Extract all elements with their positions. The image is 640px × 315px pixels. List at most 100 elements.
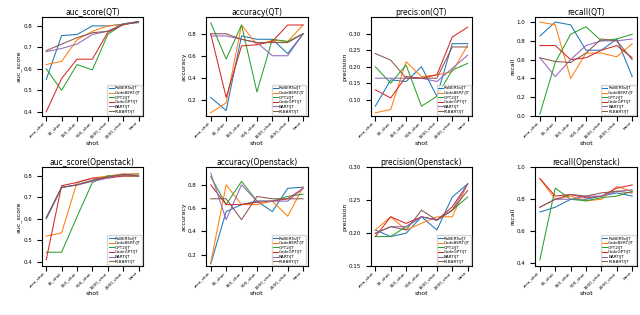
Line: CodeBERT/JT: CodeBERT/JT [375,184,468,230]
BART/JT [88,180,96,183]
Line: CodeGPT/JT: CodeGPT/JT [211,185,303,205]
GPT2/JT [253,90,260,94]
PLBART/JT [58,42,65,46]
BART/JT [284,199,292,203]
Line: CodeBERT/JT: CodeBERT/JT [375,45,468,113]
BART/JT [104,29,111,33]
X-axis label: shot: shot [86,291,99,296]
CodeGPT/JT [387,215,394,219]
PLBART/JT [567,60,575,64]
RoBERTa/JT [403,232,410,235]
CodeBERT/JT [387,215,394,219]
GPT2/JT [88,68,96,72]
CodeGPT/JT [433,218,441,222]
GPT2/JT [104,33,111,37]
PLBART/JT [300,32,307,36]
Line: GPT2/JT: GPT2/JT [540,27,632,114]
BART/JT [253,41,260,44]
CodeBERT/JT [134,20,142,24]
CodeBERT/JT [371,228,379,232]
RoBERTa/JT [58,34,65,37]
BART/JT [613,39,621,43]
RoBERTa/JT [237,203,245,207]
PLBART/JT [134,20,142,24]
GPT2/JT [403,225,410,229]
Y-axis label: auc_score: auc_score [17,51,22,83]
CodeBERT/JT [253,43,260,47]
PLBART/JT [222,32,230,36]
RoBERTa/JT [237,34,245,38]
BART/JT [433,218,441,222]
CodeBERT/JT [552,23,559,27]
CodeBERT/JT [371,111,379,115]
GPT2/JT [268,199,276,203]
BART/JT [449,208,456,212]
PLBART/JT [582,51,590,55]
CodeBERT/JT [628,189,636,193]
CodeGPT/JT [88,57,96,61]
CodeGPT/JT [433,73,441,77]
BART/JT [567,198,575,201]
GPT2/JT [42,250,50,254]
GPT2/JT [418,104,426,108]
CodeGPT/JT [222,203,230,207]
GPT2/JT [284,195,292,198]
RoBERTa/JT [207,262,214,266]
CodeBERT/JT [582,51,590,55]
CodeBERT/JT [207,261,214,265]
BART/JT [300,186,307,190]
Line: PLBART/JT: PLBART/JT [540,191,632,207]
Legend: RoBERTa/JT, CodeBERT/JT, GPT2/JT, CodeGPT/JT, BART/JT, PLBART/JT: RoBERTa/JT, CodeBERT/JT, GPT2/JT, CodeGP… [272,85,307,115]
PLBART/JT [582,194,590,198]
GPT2/JT [300,32,307,36]
PLBART/JT [598,191,605,195]
RoBERTa/JT [552,20,559,24]
BART/JT [134,20,142,24]
GPT2/JT [222,203,230,207]
GPT2/JT [371,65,379,69]
RoBERTa/JT [418,215,426,219]
PLBART/JT [253,41,260,44]
RoBERTa/JT [387,235,394,238]
RoBERTa/JT [58,186,65,190]
RoBERTa/JT [433,228,441,232]
CodeBERT/JT [42,63,50,66]
GPT2/JT [536,112,544,116]
CodeBERT/JT [418,221,426,225]
RoBERTa/JT [73,33,81,37]
RoBERTa/JT [42,78,50,82]
RoBERTa/JT [104,24,111,28]
PLBART/JT [449,208,456,212]
Line: PLBART/JT: PLBART/JT [375,47,468,78]
CodeBERT/JT [449,70,456,73]
PLBART/JT [88,31,96,35]
BART/JT [253,199,260,203]
BART/JT [598,194,605,198]
CodeBERT/JT [449,215,456,219]
BART/JT [582,44,590,48]
CodeGPT/JT [628,183,636,187]
CodeGPT/JT [58,77,65,80]
GPT2/JT [134,174,142,178]
CodeGPT/JT [464,25,472,29]
GPT2/JT [433,94,441,98]
CodeBERT/JT [222,183,230,187]
GPT2/JT [58,250,65,254]
RoBERTa/JT [268,210,276,214]
PLBART/JT [536,56,544,60]
Line: GPT2/JT: GPT2/JT [46,22,138,90]
RoBERTa/JT [371,228,379,232]
BART/JT [119,22,127,26]
Line: CodeBERT/JT: CodeBERT/JT [46,22,138,65]
PLBART/JT [119,172,127,176]
Y-axis label: recall: recall [510,58,515,75]
Line: CodeGPT/JT: CodeGPT/JT [540,46,632,60]
CodeBERT/JT [268,38,276,42]
X-axis label: shot: shot [579,291,593,296]
Line: GPT2/JT: GPT2/JT [46,176,138,252]
CodeGPT/JT [207,32,214,36]
CodeBERT/JT [119,172,127,176]
PLBART/JT [104,29,111,33]
BART/JT [567,58,575,61]
GPT2/JT [222,57,230,61]
